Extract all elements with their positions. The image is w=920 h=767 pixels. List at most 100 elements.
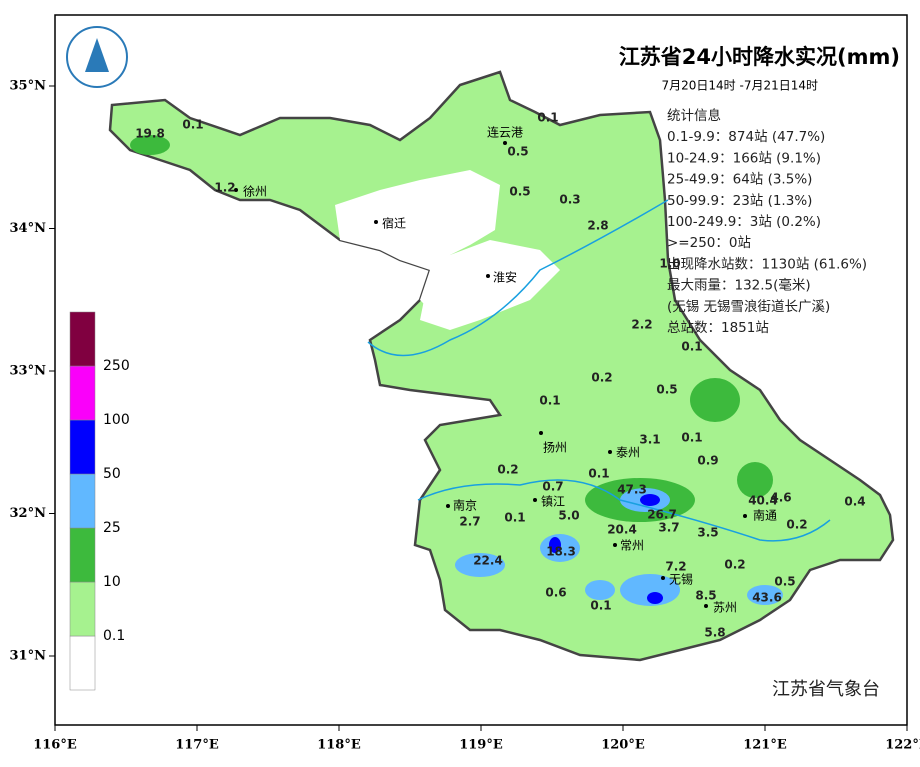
city-dot bbox=[446, 504, 450, 508]
city-dot bbox=[743, 514, 747, 518]
rain-value: 0.5 bbox=[509, 185, 530, 199]
city-dot bbox=[608, 450, 612, 454]
river bbox=[367, 199, 669, 357]
x-tick-label: 122°E bbox=[885, 738, 920, 753]
rain-value: 3.7 bbox=[658, 521, 679, 535]
city-name: 泰州 bbox=[616, 446, 640, 460]
rain-value: 0.2 bbox=[591, 371, 612, 385]
rain-value: 40.4 bbox=[748, 494, 778, 508]
city-dot bbox=[539, 431, 543, 435]
rain-value: 0.2 bbox=[497, 463, 518, 477]
rain-value: 22.4 bbox=[473, 554, 503, 568]
subtitle: 7月20日14时 -7月21日14时 bbox=[662, 79, 819, 93]
rain-area bbox=[647, 592, 663, 604]
y-tick-label: 34°N bbox=[10, 221, 47, 236]
legend-swatch bbox=[69, 581, 96, 637]
rain-area bbox=[747, 585, 783, 605]
city-name: 扬州 bbox=[543, 440, 567, 455]
x-tick-label: 120°E bbox=[601, 738, 645, 753]
rain-value: 0.5 bbox=[507, 145, 528, 159]
rain-value: 1.2 bbox=[214, 181, 235, 195]
rain-value: 0.1 bbox=[681, 431, 702, 445]
rain-value: 3.5 bbox=[697, 526, 718, 540]
legend-label: 25 bbox=[103, 520, 121, 536]
rain-value: 0.2 bbox=[724, 558, 745, 572]
x-tick-label: 121°E bbox=[743, 738, 787, 753]
rain-area bbox=[690, 378, 740, 422]
legend-swatch bbox=[69, 365, 96, 421]
city-dot bbox=[374, 220, 378, 224]
rain-area bbox=[549, 537, 561, 553]
y-tick-label: 35°N bbox=[10, 79, 47, 94]
city-name: 镇江 bbox=[541, 495, 565, 509]
city-dot bbox=[533, 498, 537, 502]
rain-value: 19.8 bbox=[135, 127, 165, 141]
rain-value: 0.6 bbox=[545, 586, 566, 600]
x-tick-label: 116°E bbox=[33, 738, 77, 753]
rain-value: 2.2 bbox=[631, 318, 652, 332]
legend-label: 10 bbox=[103, 574, 121, 590]
rain-value: 20.4 bbox=[607, 523, 637, 537]
rain-value: 0.4 bbox=[844, 495, 865, 509]
city-dot bbox=[613, 543, 617, 547]
city-dot bbox=[503, 141, 507, 145]
legend-label: 250 bbox=[103, 358, 130, 374]
stats-line: 50-99.9：23站 (1.3%) bbox=[667, 193, 812, 209]
stats-line: 0.1-9.9：874站 (47.7%) bbox=[667, 129, 825, 145]
rain-value: 47.3 bbox=[617, 483, 647, 497]
legend-swatch bbox=[69, 527, 96, 583]
city-dot bbox=[234, 188, 238, 192]
stats-line: 统计信息 bbox=[667, 107, 721, 124]
y-tick-label: 33°N bbox=[10, 364, 47, 379]
logo bbox=[66, 26, 128, 88]
x-tick-label: 118°E bbox=[317, 738, 361, 753]
legend-label: 50 bbox=[103, 466, 121, 482]
rain-area bbox=[640, 494, 660, 506]
logo-tower bbox=[85, 38, 109, 72]
city-name: 南京 bbox=[453, 498, 477, 513]
rain-value: 0.5 bbox=[656, 383, 677, 397]
river bbox=[417, 479, 831, 542]
city-name: 连云港 bbox=[487, 125, 523, 140]
rain-value: 0.1 bbox=[681, 340, 702, 354]
rain-value: 0.1 bbox=[182, 118, 203, 132]
rain-value: 0.1 bbox=[588, 467, 609, 481]
rain-value: 5.0 bbox=[558, 509, 579, 523]
stats-line: 最大雨量：132.5(毫米) bbox=[667, 277, 811, 294]
legend-label: 0.1 bbox=[103, 628, 125, 644]
footer: 江苏省气象台 bbox=[772, 679, 880, 700]
x-tick-label: 117°E bbox=[175, 738, 219, 753]
rain-value: 0.1 bbox=[537, 111, 558, 125]
legend-swatch bbox=[69, 635, 96, 691]
city-name: 徐州 bbox=[243, 184, 267, 199]
stats-line: 出现降水站数：1130站 (61.6%) bbox=[667, 256, 867, 272]
stats-line: (无锡 无锡雪浪街道长广溪) bbox=[667, 299, 830, 315]
rain-value: 0.3 bbox=[559, 193, 580, 207]
legend-swatch bbox=[69, 473, 96, 529]
rain-value: 5.8 bbox=[704, 626, 725, 640]
rain-value: 1.0 bbox=[659, 257, 680, 271]
rain-value: 0.1 bbox=[539, 394, 560, 408]
rain-area bbox=[130, 135, 170, 155]
stats-line: 25-49.9：64站 (3.5%) bbox=[667, 172, 812, 188]
rain-value: 18.3 bbox=[546, 545, 576, 559]
rain-value: 0.7 bbox=[542, 480, 563, 494]
legend-label: 100 bbox=[103, 412, 130, 428]
y-tick-label: 31°N bbox=[10, 649, 47, 664]
dry-area bbox=[335, 170, 500, 310]
title: 江苏省24小时降水实况(mm) bbox=[619, 45, 900, 69]
stats-line: >=250：0站 bbox=[667, 235, 751, 251]
rain-area bbox=[737, 462, 773, 498]
rain-area bbox=[455, 553, 505, 577]
rain-value: 2.7 bbox=[459, 515, 480, 529]
rain-value: 0.1 bbox=[504, 511, 525, 525]
stats-line: 100-249.9：3站 (0.2%) bbox=[667, 214, 821, 230]
province bbox=[108, 70, 895, 662]
rain-area bbox=[620, 574, 680, 606]
stats-line: 10-24.9：166站 (9.1%) bbox=[667, 150, 821, 166]
city-dot bbox=[704, 604, 708, 608]
stats-line: 总站数：1851站 bbox=[667, 320, 769, 336]
y-tick-label: 32°N bbox=[10, 506, 47, 521]
city-name: 无锡 bbox=[669, 572, 693, 587]
